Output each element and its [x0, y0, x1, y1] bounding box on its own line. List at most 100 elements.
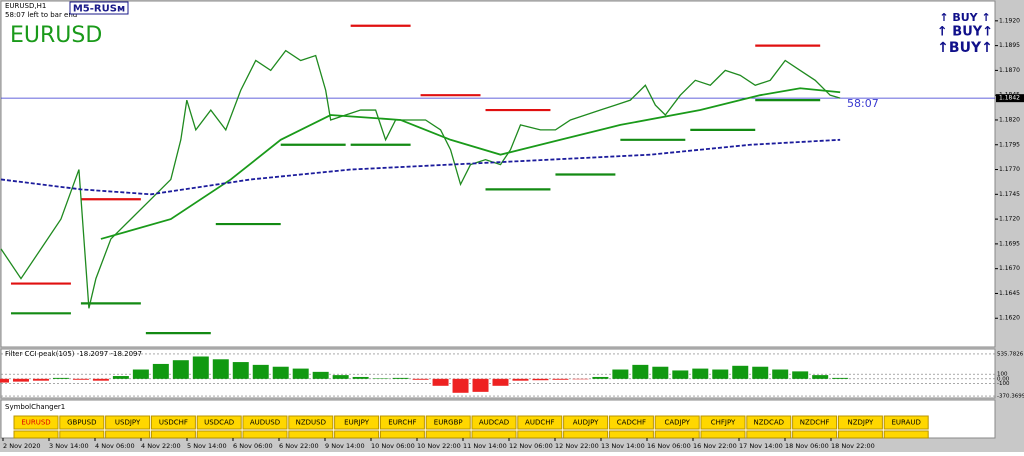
histogram-bar [353, 377, 369, 379]
histogram-bar [253, 365, 269, 379]
histogram-bar [93, 379, 109, 381]
symbol-button-row2[interactable] [793, 431, 837, 438]
symbol-button-label[interactable]: EURCHF [388, 419, 416, 427]
symbol-button-label[interactable]: CADCHF [617, 419, 646, 427]
y-tick-label: 1.1795 [999, 141, 1020, 148]
symbol-button-label[interactable]: NZDCHF [800, 419, 830, 427]
x-tick-label: 16 Nov 22:00 [693, 442, 737, 450]
histogram-bar [313, 372, 329, 379]
symbol-button-row2[interactable] [884, 431, 928, 438]
symbol-button-row2[interactable] [426, 431, 470, 438]
histogram-bar [532, 379, 548, 380]
symbol-button-row2[interactable] [197, 431, 241, 438]
histogram-bar [433, 379, 449, 386]
symbol-button-row2[interactable] [106, 431, 150, 438]
histogram-bar [692, 369, 708, 379]
x-tick-label: 12 Nov 22:00 [555, 442, 599, 450]
histogram-bar [453, 379, 469, 393]
histogram-bar [193, 356, 209, 378]
x-tick-label: 16 Nov 06:00 [647, 442, 691, 450]
symbol-button-label[interactable]: AUDCAD [479, 419, 509, 427]
histogram-bar [233, 362, 249, 379]
histogram-bar [53, 378, 69, 379]
histogram-bar [732, 366, 748, 379]
histogram-bar [113, 376, 129, 379]
timer: 58:07 left to bar end [5, 11, 77, 19]
histogram-bar [133, 370, 149, 379]
histogram-bar [652, 367, 668, 379]
symbol-button-row2[interactable] [701, 431, 745, 438]
y-tick-label: 1.1695 [999, 240, 1020, 247]
histogram-bar [772, 370, 788, 379]
histogram-bar [612, 370, 628, 379]
symbol-button-label[interactable]: AUDJPY [573, 419, 599, 427]
symbol-period: EURUSD,H1 [5, 2, 46, 10]
symbol-button-row2[interactable] [335, 431, 379, 438]
symbol-button-label[interactable]: EURJPY [344, 419, 370, 427]
histogram-bar [812, 375, 828, 379]
symbol-button-row2[interactable] [518, 431, 562, 438]
y-tick-label: 1.1820 [999, 116, 1020, 123]
symbol-button-label[interactable]: USDCAD [204, 419, 234, 427]
symbol-title: EURUSD [10, 23, 102, 48]
y-tick-label: 1.1645 [999, 290, 1020, 297]
x-tick-label: 2 Nov 2020 [3, 442, 41, 450]
symbol-button-label[interactable]: EURGBP [434, 419, 463, 427]
symbol-button-label[interactable]: NZDJPY [847, 419, 874, 427]
histogram-bar [552, 379, 568, 380]
histogram-bar [632, 365, 648, 379]
symbol-button-row2[interactable] [151, 431, 195, 438]
symbol-button-row2[interactable] [655, 431, 699, 438]
panel-title: SymbolChanger1 [5, 403, 65, 411]
y-tick-label: 1.1720 [999, 216, 1020, 223]
histogram-bar [712, 370, 728, 379]
symbol-button-row2[interactable] [747, 431, 791, 438]
symbol-button-row2[interactable] [609, 431, 653, 438]
x-tick-label: 6 Nov 22:00 [279, 442, 319, 450]
histogram-bar [73, 379, 89, 380]
y-tick-label: 1.1620 [999, 315, 1020, 322]
symbol-button-label[interactable]: NZDCAD [754, 419, 785, 427]
histogram-bar [413, 379, 429, 380]
symbol-button-row2[interactable] [472, 431, 516, 438]
y-tick-label: 1.1770 [999, 166, 1020, 173]
symbol-button-row2[interactable] [14, 431, 58, 438]
x-tick-label: 13 Nov 14:00 [601, 442, 645, 450]
buy-signal: ↑ BUY ↑ [939, 11, 990, 24]
symbol-button-label[interactable]: USDJPY [115, 419, 141, 427]
y-tick-label: 1.1670 [999, 265, 1020, 272]
symbol-button-label[interactable]: AUDCHF [525, 419, 554, 427]
histogram-bar [13, 379, 29, 382]
main-panel [1, 1, 995, 347]
x-tick-label: 4 Nov 06:00 [95, 442, 135, 450]
histogram-bar [33, 379, 49, 381]
buy-signal: ↑ BUY↑ [937, 25, 993, 40]
symbol-button-row2[interactable] [380, 431, 424, 438]
y-tick-label: 1.1870 [999, 67, 1020, 74]
symbol-button-label[interactable]: CADJPY [664, 419, 690, 427]
badge: M5-RUSм [73, 4, 125, 15]
y-tick-label: 1.1920 [999, 17, 1020, 24]
x-tick-label: 5 Nov 14:00 [187, 442, 227, 450]
histogram-bar [473, 379, 489, 392]
histogram-bar [752, 367, 768, 379]
histogram-bar [273, 367, 289, 379]
symbol-button-row2[interactable] [60, 431, 104, 438]
x-tick-label: 4 Nov 22:00 [141, 442, 181, 450]
symbol-button-row2[interactable] [243, 431, 287, 438]
symbol-button-label[interactable]: EURAUD [891, 419, 920, 427]
symbol-button-label[interactable]: AUDUSD [250, 419, 280, 427]
symbol-button-label[interactable]: NZDUSD [296, 419, 326, 427]
symbol-button-label[interactable]: USDCHF [159, 419, 188, 427]
histogram-bar [492, 379, 508, 386]
symbol-button-label[interactable]: CHFJPY [711, 419, 736, 427]
symbol-button-label[interactable]: GBPUSD [67, 419, 96, 427]
symbol-button-row2[interactable] [838, 431, 882, 438]
y-tick-label: -100 [997, 381, 1010, 387]
x-tick-label: 6 Nov 06:00 [233, 442, 273, 450]
symbol-button-row2[interactable] [289, 431, 333, 438]
symbol-button-label[interactable]: EURUSD [21, 419, 50, 427]
histogram-bar [512, 379, 528, 381]
symbol-button-row2[interactable] [564, 431, 608, 438]
